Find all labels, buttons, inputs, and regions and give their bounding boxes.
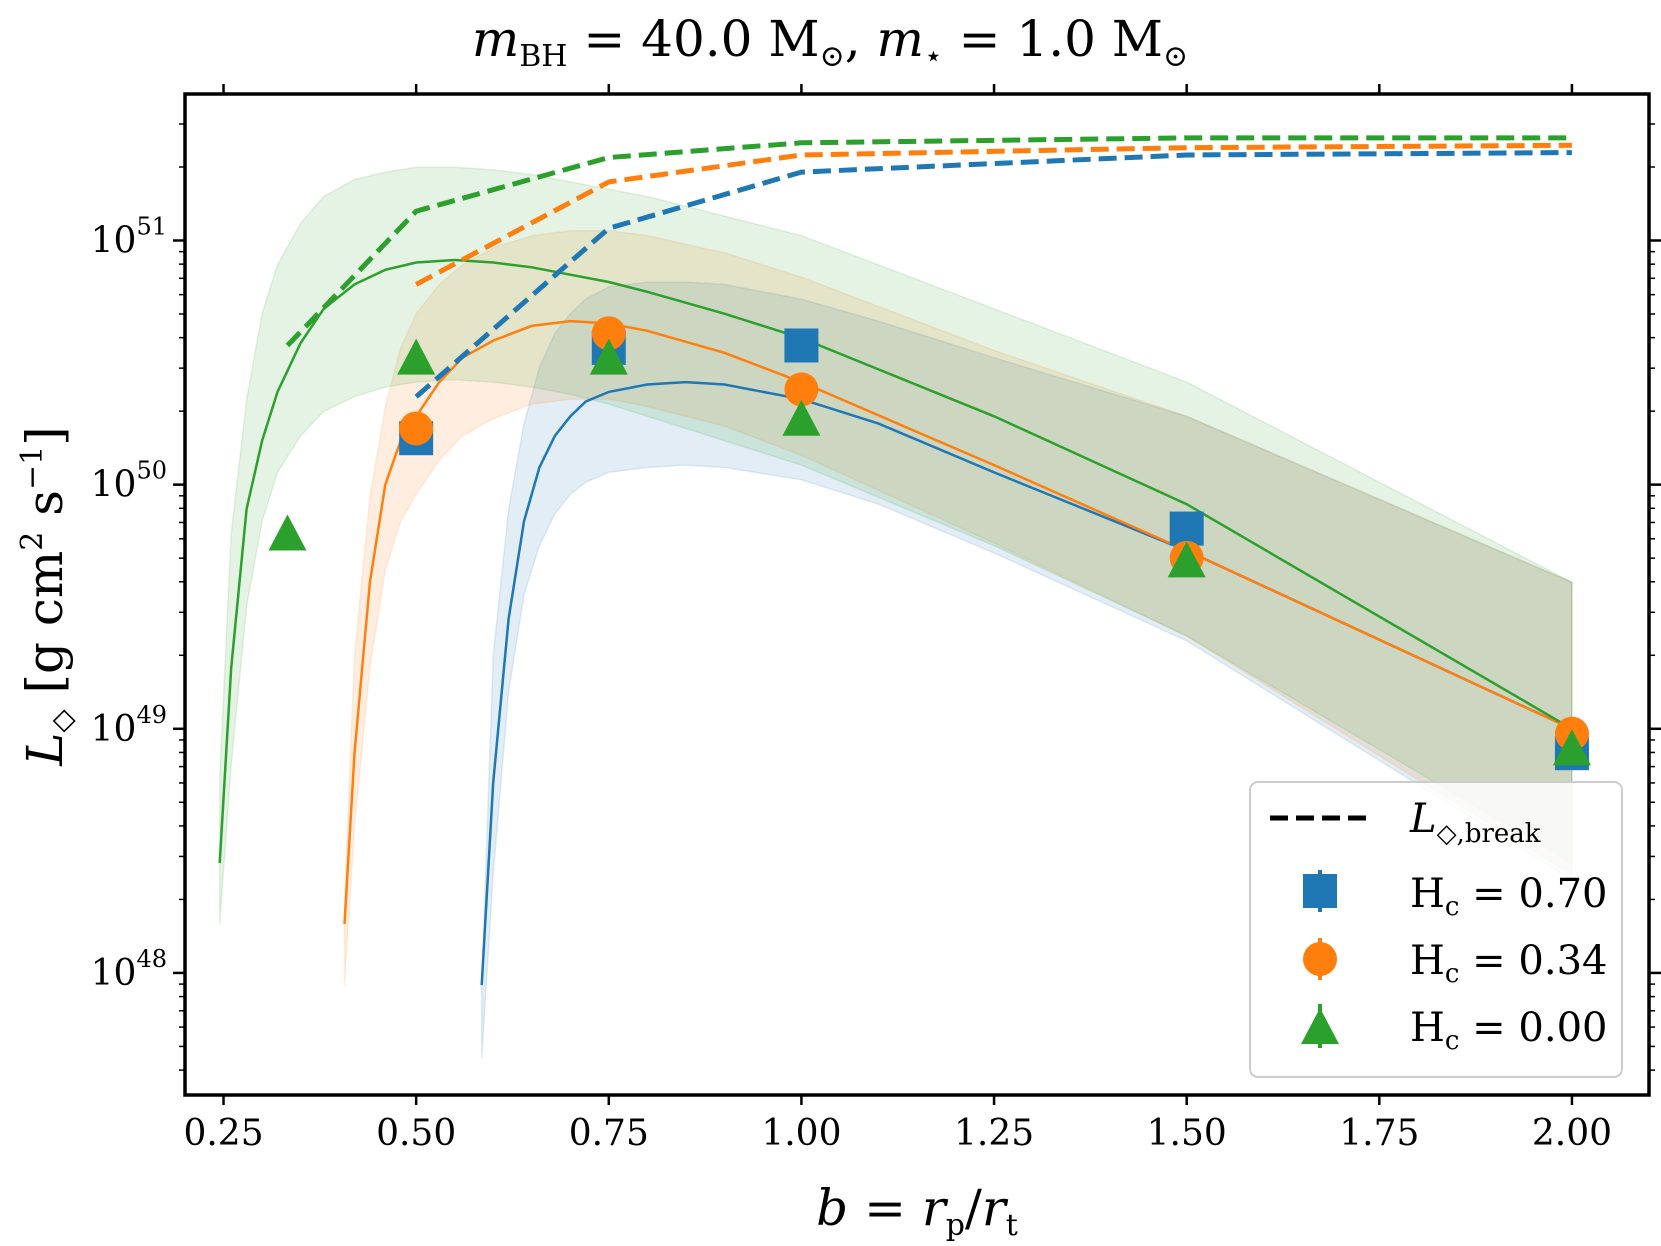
- data-markers: [268, 316, 1591, 771]
- x-tick-label-7: 2.00: [1532, 1113, 1612, 1154]
- legend-label-hc034: Hc = 0.34: [1410, 938, 1607, 989]
- break-curve-2: [285, 135, 1572, 348]
- chart-title: mBH = 40.0 M⊙, m⋆ = 1.0 M⊙: [472, 10, 1188, 74]
- legend: L◇,break Hc = 0.70 Hc = 0.34 Hc = 0.00: [1249, 781, 1623, 1078]
- data-point-0-3: [1169, 511, 1204, 546]
- x-tick-label-6: 1.75: [1339, 1113, 1419, 1154]
- x-tick-label-5: 1.50: [1147, 1113, 1227, 1154]
- break-curves: [285, 135, 1572, 399]
- y-axis-title: L◇ [g cm2 s−1]: [15, 426, 80, 766]
- y-tick-label-1: 1049: [91, 701, 167, 750]
- legend-label-hc000: Hc = 0.00: [1410, 1005, 1607, 1056]
- fit-curve-0: [480, 380, 1573, 986]
- y-tick-label-2: 1050: [91, 457, 167, 506]
- x-tick-label-1: 0.50: [376, 1113, 456, 1154]
- legend-swatch-hc000: [1301, 1004, 1339, 1048]
- fit-curve-1: [343, 319, 1573, 925]
- data-point-2-2: [589, 338, 628, 375]
- data-point-1-2: [784, 372, 819, 407]
- fit-curves: [218, 258, 1573, 986]
- data-point-2-1: [397, 338, 436, 375]
- y-tick-label-0: 1048: [91, 945, 167, 994]
- legend-label-hc070: Hc = 0.70: [1410, 871, 1607, 922]
- legend-label-break: L◇,break: [1409, 796, 1541, 849]
- legend-box: [1249, 781, 1623, 1078]
- data-point-2-0: [268, 514, 307, 551]
- y-tick-label-3: 1051: [91, 212, 167, 261]
- x-axis-ticks: 0.25 0.50 0.75 1.00 1.25 1.50 1.75 2.00: [183, 84, 1612, 1154]
- x-axis-title: b = rp/rt: [816, 1179, 1018, 1243]
- break-curve-0: [414, 150, 1572, 399]
- data-point-0-2: [784, 328, 819, 363]
- x-tick-label-4: 1.25: [954, 1113, 1034, 1154]
- legend-swatch-hc070: [1303, 870, 1337, 912]
- y-axis-ticks: 1048 1049 1050 1051: [91, 123, 1661, 1071]
- data-point-1-1: [591, 316, 626, 351]
- fit-curve-2: [218, 258, 1573, 864]
- data-point-2-5: [1552, 729, 1591, 766]
- data-point-1-0: [399, 411, 434, 446]
- break-curve-1: [415, 142, 1572, 287]
- data-point-2-3: [782, 399, 821, 436]
- x-tick-label-3: 1.00: [761, 1113, 841, 1154]
- data-point-2-4: [1167, 541, 1206, 578]
- plot-frame: [183, 92, 1651, 1097]
- x-tick-label-2: 0.75: [569, 1113, 649, 1154]
- x-tick-label-0: 0.25: [183, 1113, 263, 1154]
- legend-swatch-hc034: [1303, 938, 1337, 980]
